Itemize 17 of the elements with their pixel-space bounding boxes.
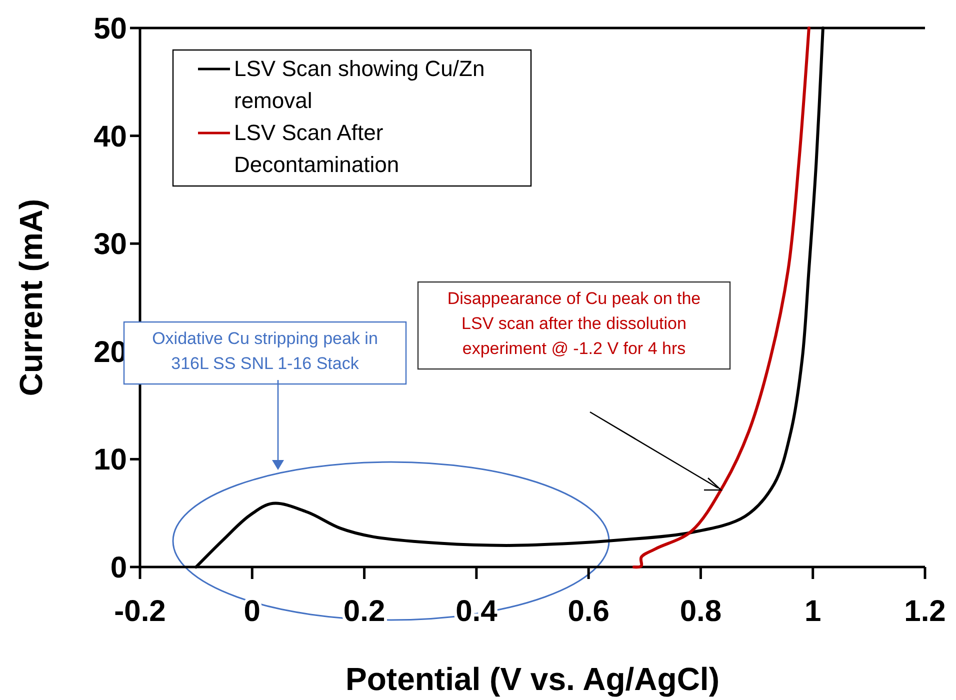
- x-tick-label: 0.8: [680, 595, 722, 628]
- y-tick-label: 40: [94, 120, 127, 154]
- legend-label: LSV Scan showing Cu/Zn removal: [234, 56, 485, 113]
- x-tick-label: 1.2: [904, 595, 946, 628]
- legend-label: LSV Scan After Decontamination: [234, 120, 400, 177]
- x-axis-title: Potential (V vs. Ag/AgCl): [346, 661, 720, 697]
- y-tick-label: 30: [94, 228, 127, 262]
- y-tick-label: 50: [94, 12, 127, 46]
- x-tick-label: 1: [804, 595, 822, 628]
- x-tick-label: -0.2: [114, 595, 166, 628]
- x-tick-label: 0: [244, 595, 260, 628]
- x-tick-label: 0.6: [568, 595, 610, 628]
- y-tick-label: 0: [110, 552, 127, 584]
- annotation: Disappearance of Cu peak on the LSV scan after the dissolution experiment @ -1.2 V for 4 hrs: [447, 289, 701, 358]
- annotation: Oxidative Cu stripping peak in 316L SS SNL 1-16 Stack: [152, 329, 378, 373]
- y-tick-label: 10: [94, 444, 127, 477]
- y-axis-title: Current (mA): [13, 198, 49, 396]
